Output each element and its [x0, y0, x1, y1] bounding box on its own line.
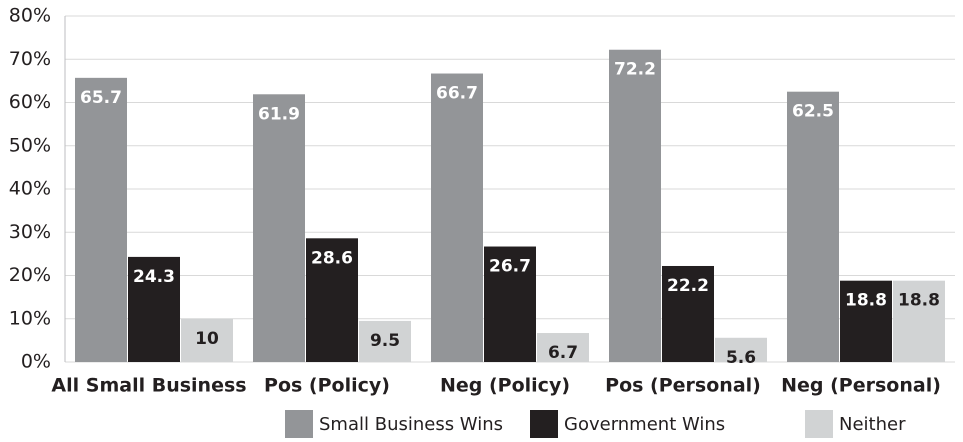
- bar: [306, 238, 358, 362]
- data-label: 22.2: [667, 276, 709, 296]
- x-tick-label: Pos (Personal): [605, 375, 761, 397]
- y-tick-label: 60%: [9, 91, 51, 113]
- data-label: 10: [195, 329, 219, 349]
- data-label: 65.7: [80, 88, 122, 108]
- y-tick-label: 40%: [9, 178, 51, 200]
- legend-swatch: [805, 410, 833, 438]
- data-label: 62.5: [792, 102, 834, 122]
- bar: [893, 280, 945, 362]
- y-tick-label: 80%: [9, 5, 51, 27]
- bar: [715, 337, 767, 362]
- data-label: 18.8: [898, 291, 940, 311]
- data-label: 28.6: [311, 248, 353, 268]
- y-tick-label: 20%: [9, 264, 51, 286]
- data-label: 26.7: [489, 257, 531, 277]
- data-label: 24.3: [133, 267, 175, 287]
- data-label: 9.5: [370, 331, 400, 351]
- legend-label: Government Wins: [564, 414, 725, 435]
- x-tick-label: Neg (Personal): [781, 375, 941, 397]
- legend-label: Neither: [839, 414, 906, 435]
- legend-swatch: [285, 410, 313, 438]
- y-tick-label: 0%: [21, 351, 51, 373]
- data-label: 61.9: [258, 104, 300, 124]
- x-tick-label: All Small Business: [51, 375, 246, 397]
- bar: [253, 94, 305, 362]
- data-label: 5.6: [726, 348, 756, 368]
- legend-swatch: [530, 410, 558, 438]
- data-label: 72.2: [614, 60, 656, 80]
- bar: [484, 246, 536, 362]
- x-tick-label: Pos (Policy): [264, 375, 390, 397]
- bar: [787, 91, 839, 362]
- x-tick-label: Neg (Policy): [440, 375, 570, 397]
- bar: [840, 280, 892, 362]
- y-tick-label: 30%: [9, 221, 51, 243]
- bar: [359, 320, 411, 362]
- data-label: 18.8: [845, 291, 887, 311]
- y-tick-label: 50%: [9, 134, 51, 156]
- legend-label: Small Business Wins: [319, 414, 503, 435]
- bar: [75, 77, 127, 362]
- bar: [609, 49, 661, 363]
- bar: [431, 73, 483, 363]
- bar: [181, 318, 233, 362]
- data-label: 66.7: [436, 84, 478, 104]
- data-label: 6.7: [548, 343, 578, 363]
- bar: [128, 256, 180, 362]
- y-tick-label: 70%: [9, 48, 51, 70]
- y-tick-label: 10%: [9, 307, 51, 329]
- bar: [662, 265, 714, 362]
- bar: [537, 333, 589, 362]
